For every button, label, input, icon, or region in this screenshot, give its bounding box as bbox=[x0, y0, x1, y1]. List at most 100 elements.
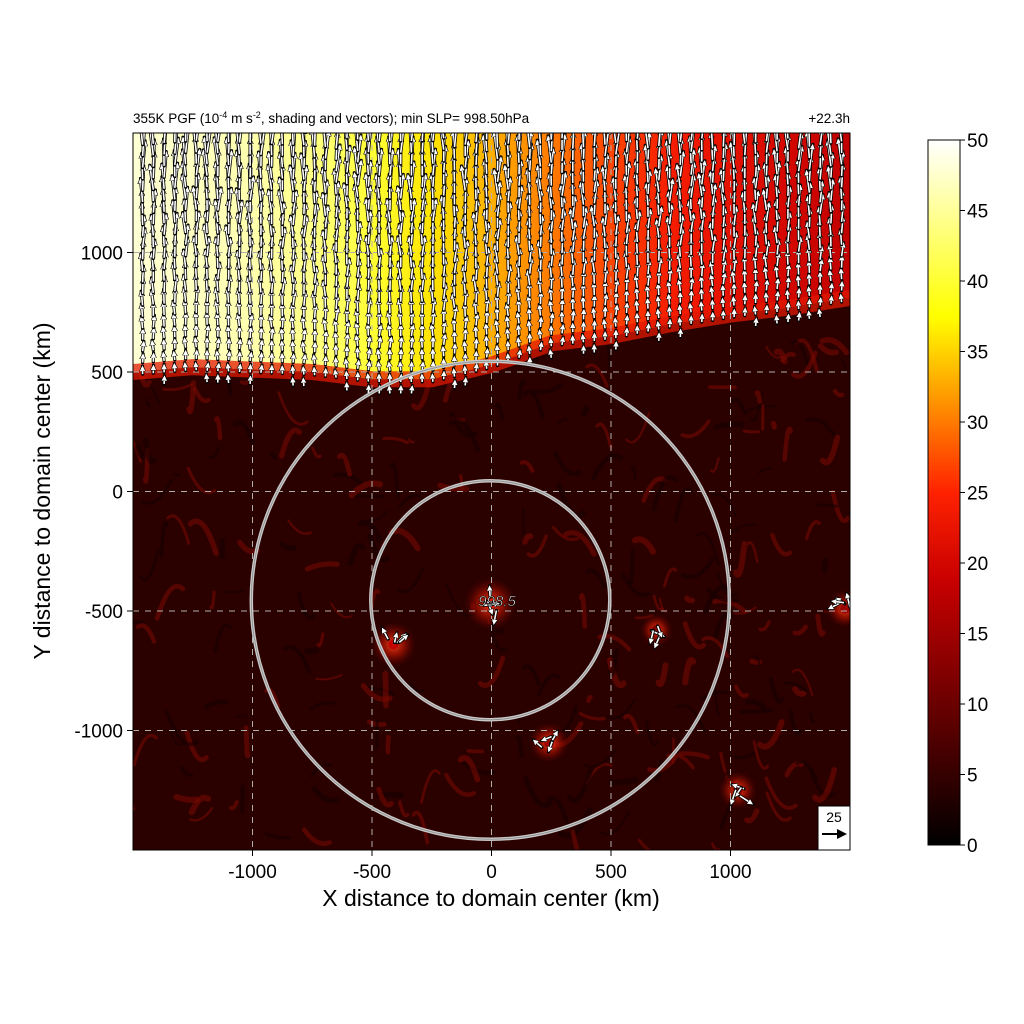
pgf-vector bbox=[378, 362, 379, 371]
pgf-vector bbox=[204, 137, 207, 165]
texture-streak bbox=[444, 772, 477, 797]
plot-area: 998.5 bbox=[133, 133, 850, 850]
pgf-vector-local bbox=[832, 601, 845, 603]
texture-streak bbox=[585, 363, 609, 388]
pgf-vector bbox=[516, 237, 519, 255]
pgf-vector bbox=[573, 311, 574, 321]
pgf-vector bbox=[390, 337, 392, 348]
pgf-vector bbox=[809, 311, 810, 319]
pgf-vector bbox=[636, 275, 638, 289]
pgf-vector bbox=[530, 245, 532, 263]
pgf-vector bbox=[421, 133, 424, 142]
pgf-vector bbox=[184, 338, 185, 348]
pgf-vector bbox=[691, 214, 694, 233]
texture-streak bbox=[595, 422, 613, 450]
pgf-vector bbox=[378, 133, 381, 142]
pgf-vector bbox=[658, 284, 659, 296]
pgf-vector bbox=[356, 133, 359, 140]
texture-streak bbox=[681, 557, 715, 580]
pgf-vector bbox=[153, 328, 154, 339]
pgf-vector bbox=[842, 243, 844, 257]
texture-streak bbox=[141, 479, 173, 505]
pgf-vector bbox=[151, 215, 153, 236]
texture-streak bbox=[269, 451, 278, 461]
pgf-vector bbox=[798, 276, 799, 287]
pgf-vector bbox=[163, 133, 166, 143]
colorbar-tick-label: 20 bbox=[967, 554, 988, 575]
texture-streak bbox=[374, 719, 379, 750]
pgf-vector bbox=[346, 371, 347, 380]
pgf-vector bbox=[528, 271, 530, 286]
pgf-vector bbox=[766, 203, 769, 222]
pgf-vector bbox=[591, 207, 594, 227]
texture-streak bbox=[738, 708, 773, 714]
texture-streak bbox=[208, 446, 221, 460]
pgf-vector bbox=[658, 309, 659, 319]
pgf-vector bbox=[485, 236, 487, 255]
pgf-vector bbox=[680, 305, 681, 315]
texture-streak bbox=[536, 673, 561, 697]
texture-streak bbox=[531, 382, 564, 395]
pgf-vector bbox=[236, 133, 241, 155]
texture-streak bbox=[578, 592, 588, 629]
pgf-vector bbox=[572, 133, 575, 149]
pgf-vector bbox=[196, 212, 199, 233]
texture-streak bbox=[606, 698, 636, 720]
texture-streak bbox=[408, 438, 415, 444]
pgf-vector bbox=[272, 328, 273, 339]
pgf-vector bbox=[228, 326, 229, 338]
pgf-vector bbox=[315, 267, 317, 284]
pgf-vector bbox=[656, 169, 660, 192]
pgf-vector bbox=[304, 329, 305, 341]
pgf-vector bbox=[368, 374, 369, 382]
pgf-vector bbox=[315, 342, 316, 353]
pgf-vector bbox=[734, 232, 736, 249]
texture-streak bbox=[815, 503, 839, 508]
pgf-vector bbox=[152, 341, 153, 351]
pgf-vector bbox=[462, 166, 466, 191]
colorbar-tick-label: 50 bbox=[967, 131, 988, 152]
pgf-vector bbox=[228, 364, 229, 372]
texture-streak bbox=[398, 800, 410, 818]
texture-streak bbox=[819, 337, 850, 356]
pgf-vector-local bbox=[650, 630, 653, 643]
pgf-vector bbox=[583, 334, 584, 343]
texture-streak bbox=[385, 734, 391, 755]
pgf-vector bbox=[390, 237, 392, 256]
texture-streak bbox=[821, 557, 829, 574]
texture-streak bbox=[765, 791, 792, 822]
y-tick-label: -1000 bbox=[74, 722, 123, 743]
texture-streak bbox=[782, 426, 794, 462]
y-tick-label: 500 bbox=[91, 363, 123, 384]
pgf-vector bbox=[453, 133, 457, 148]
texture-streak bbox=[188, 794, 212, 816]
pgf-vector bbox=[279, 191, 284, 214]
pgf-vector bbox=[647, 286, 648, 298]
pgf-vector-local bbox=[847, 593, 850, 608]
pgf-vector bbox=[539, 241, 541, 259]
texture-streak bbox=[169, 729, 184, 746]
texture-streak bbox=[830, 489, 850, 523]
pgf-vector bbox=[410, 133, 414, 142]
pgf-vector bbox=[205, 250, 207, 268]
pgf-vector-local bbox=[395, 633, 397, 643]
pgf-vector bbox=[691, 291, 692, 301]
texture-streak bbox=[357, 519, 384, 546]
pgf-vector bbox=[668, 179, 673, 202]
texture-streak bbox=[301, 827, 332, 846]
texture-streak bbox=[628, 548, 635, 585]
pgf-vector bbox=[733, 133, 736, 146]
pgf-vector bbox=[756, 318, 757, 327]
texture-streak bbox=[526, 534, 548, 558]
texture-streak bbox=[477, 655, 506, 688]
pgf-vector bbox=[754, 133, 757, 143]
pgf-vector bbox=[238, 133, 242, 143]
pgf-vector bbox=[229, 351, 230, 361]
pgf-vector bbox=[313, 133, 316, 146]
texture-streak bbox=[808, 712, 816, 724]
texture-streak bbox=[214, 416, 223, 441]
pgf-vector bbox=[593, 133, 596, 147]
pgf-vector bbox=[541, 317, 542, 328]
pgf-vector bbox=[250, 364, 251, 373]
